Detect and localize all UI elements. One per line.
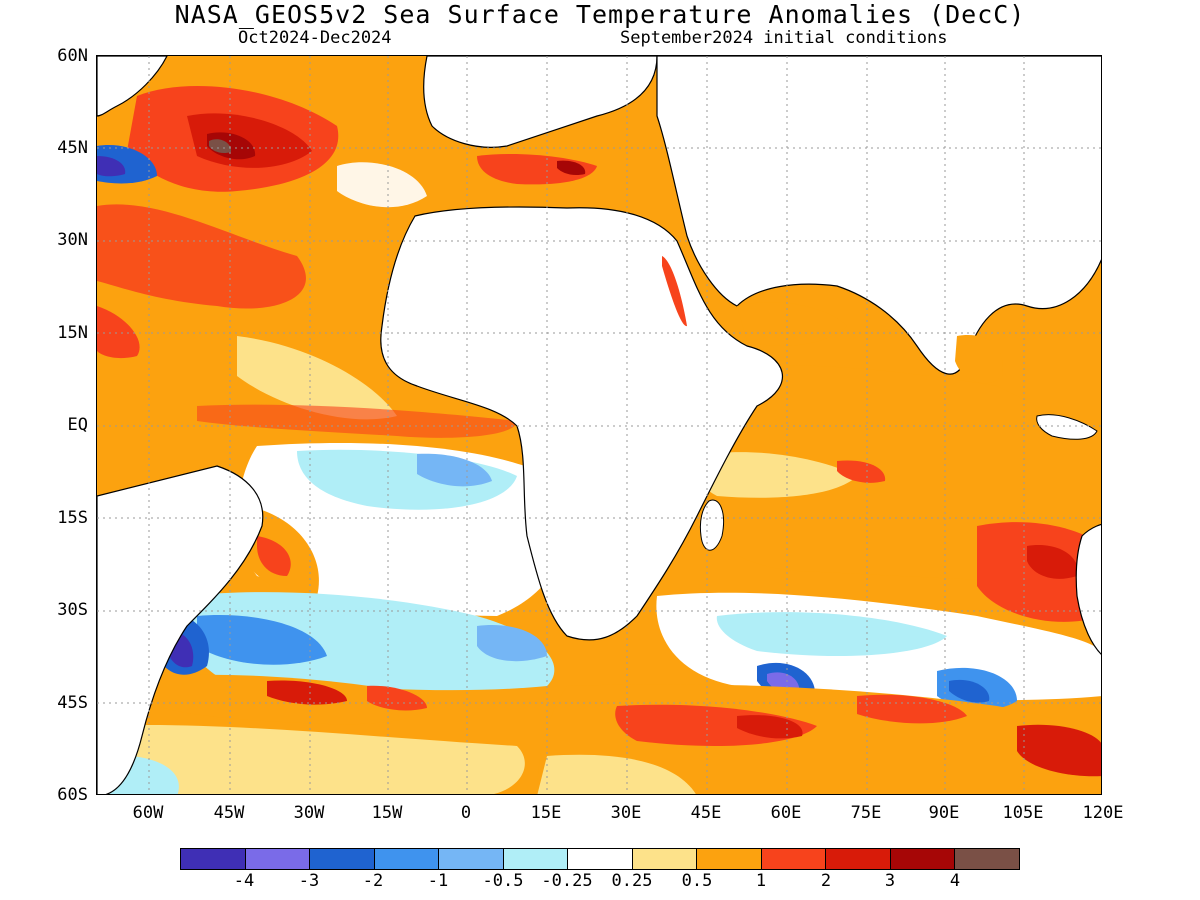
indian-ocean-neutral	[696, 452, 857, 498]
far-southeast-warm	[1017, 724, 1101, 777]
colorbar-label: -2	[362, 871, 384, 891]
lat-label-30n: 30N	[57, 230, 88, 250]
australia-landmass	[1075, 523, 1101, 655]
southern-ocean-neutral	[97, 725, 525, 794]
nw-atlantic-peak	[207, 132, 256, 160]
europe-landmass	[423, 56, 658, 148]
lat-label-45s: 45S	[57, 693, 88, 713]
indonesia-islands	[1036, 414, 1098, 440]
east-indian-warm-core	[1027, 545, 1078, 579]
mediterranean-warm-core	[557, 160, 586, 176]
north-america-landmass	[97, 56, 168, 117]
lon-label-75e: 75E	[850, 803, 882, 823]
lon-label-105e: 105E	[1002, 803, 1044, 823]
madagascar	[699, 499, 724, 551]
colorbar-swatch	[632, 849, 698, 869]
indian-ocean-warm-patch	[837, 460, 886, 483]
lon-label-30e: 30E	[610, 803, 642, 823]
colorbar-swatch	[503, 849, 569, 869]
map-title: NASA_GEOS5v2 Sea Surface Temperature Ano…	[174, 0, 1026, 29]
lon-label-90e: 90E	[928, 803, 960, 823]
south-atlantic-cool-core	[417, 453, 492, 487]
colorbar	[180, 848, 1020, 870]
colorbar-swatch	[761, 849, 827, 869]
south-atlantic-warm-2	[367, 685, 427, 711]
bay-of-bengal-warm	[955, 335, 1003, 384]
lat-label-15n: 15N	[57, 323, 88, 343]
colorbar-swatch	[890, 849, 956, 869]
lon-label-15e: 15E	[530, 803, 562, 823]
colorbar-label: -3	[298, 871, 320, 891]
nw-atlantic-cold-core	[97, 156, 126, 177]
forecast-period: Oct2024-Dec2024	[238, 28, 392, 48]
lon-label-60w: 60W	[132, 803, 164, 823]
south-indian-cool-core	[716, 612, 947, 656]
sst-anomaly-map	[96, 55, 1102, 795]
southeast-indian-cold-core	[949, 679, 990, 703]
colorbar-swatch	[374, 849, 440, 869]
brazil-warm-patch	[257, 536, 291, 576]
colorbar-label: 3	[884, 871, 896, 891]
lon-label-120e: 120E	[1082, 803, 1124, 823]
asia-arabia-landmass	[656, 56, 1101, 375]
lat-label-60n: 60N	[57, 46, 88, 66]
lon-label-45e: 45E	[690, 803, 722, 823]
atlantic-neutral-2	[237, 336, 397, 420]
colorbar-swatch	[697, 849, 762, 869]
colorbar-swatch	[568, 849, 633, 869]
red-sea-warm	[662, 256, 687, 327]
colorbar-label: 0.5	[681, 871, 713, 891]
southern-indian-warm-2	[857, 694, 967, 724]
west-atlantic-warm	[97, 306, 140, 359]
colorbar-swatch	[310, 849, 375, 869]
lon-label-15w: 15W	[371, 803, 403, 823]
colorbar-label: 2	[820, 871, 832, 891]
southern-indian-warm-core	[737, 715, 803, 739]
lat-label-eq: EQ	[67, 415, 88, 435]
lat-label-30s: 30S	[57, 600, 88, 620]
lon-label-0: 0	[460, 803, 472, 823]
colorbar-label: 4	[949, 871, 961, 891]
arabian-sea-warm	[737, 302, 847, 346]
colorbar-label: -1	[427, 871, 449, 891]
equatorial-atlantic-warm	[197, 404, 517, 438]
colorbar-swatch	[955, 849, 1019, 869]
lon-label-30w: 30W	[293, 803, 325, 823]
southern-ocean-edge	[537, 754, 696, 794]
colorbar-swatch	[181, 849, 246, 869]
lat-label-15s: 15S	[57, 508, 88, 528]
colorbar-swatch	[439, 849, 504, 869]
colorbar-label: -4	[233, 871, 255, 891]
nw-atlantic-max	[209, 139, 232, 154]
lon-label-60e: 60E	[770, 803, 802, 823]
atlantic-neutral-1	[337, 162, 427, 208]
colorbar-swatch	[826, 849, 891, 869]
initial-conditions: September2024 initial conditions	[620, 28, 948, 48]
colorbar-label: -0.5	[482, 871, 524, 891]
south-atlantic-cold-2	[477, 625, 547, 662]
lon-label-45w: 45W	[213, 803, 245, 823]
lat-label-60s: 60S	[57, 785, 88, 805]
south-atlantic-warm-core	[267, 680, 347, 705]
south-atlantic-cold-belt	[183, 592, 555, 691]
colorbar-label: 0.25	[611, 871, 653, 891]
colorbar-label: -0.25	[541, 871, 593, 891]
colorbar-swatch	[245, 849, 311, 869]
colorbar-label: 1	[755, 871, 767, 891]
lat-label-45n: 45N	[57, 138, 88, 158]
